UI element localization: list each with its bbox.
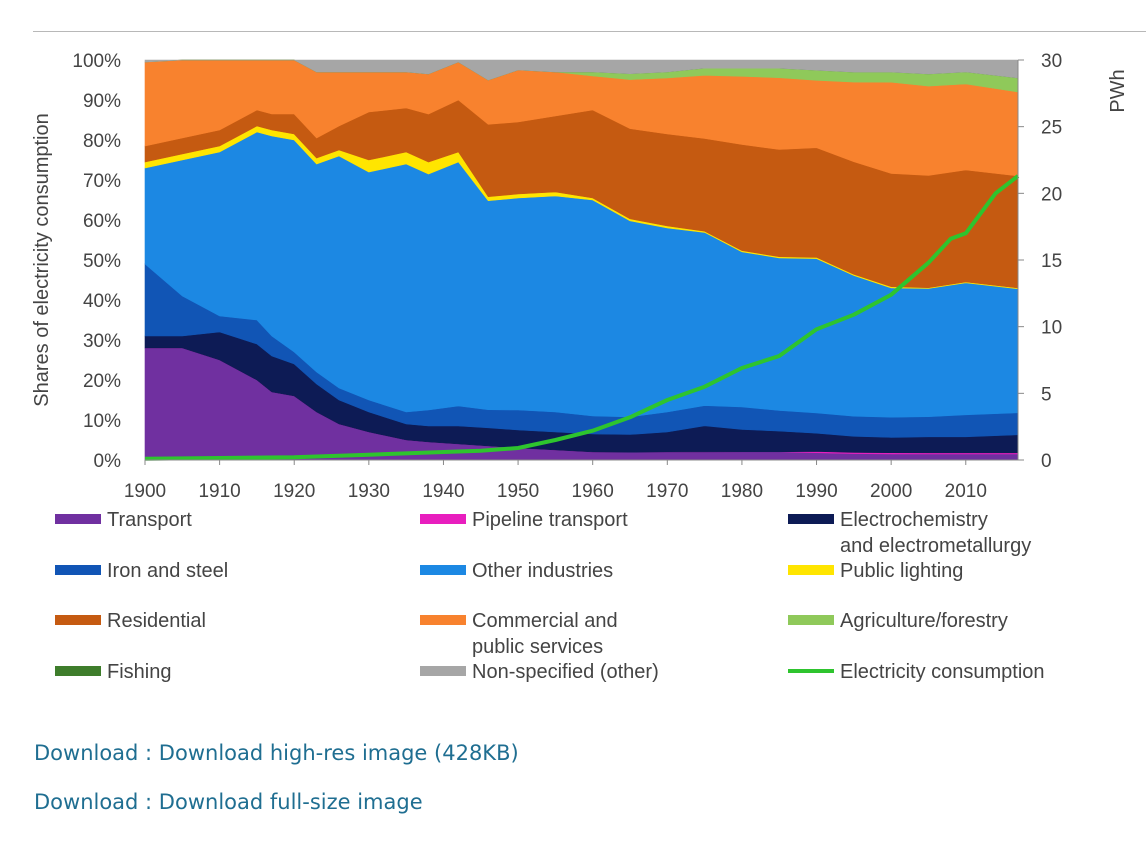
- x-tick-label: 1970: [646, 481, 688, 502]
- y2-tick-label: 0: [1041, 451, 1052, 472]
- x-tick-label: 1980: [721, 481, 763, 502]
- y-tick-label: 100%: [72, 51, 121, 72]
- legend-swatch-transport: [55, 514, 101, 524]
- top-divider: [33, 31, 1146, 32]
- legend-label-agriculture-forestry: Agriculture/forestry: [840, 610, 1008, 632]
- legend-label-commercial-and: Commercial and: [472, 610, 618, 632]
- x-tick-label: 1930: [348, 481, 390, 502]
- x-tick-label: 1940: [422, 481, 464, 502]
- legend-swatch-non-specified-other: [420, 666, 466, 676]
- download-links: Download : Download high-res image (428K…: [34, 738, 519, 836]
- x-tick-label: 1950: [497, 481, 539, 502]
- x-tick-label: 2010: [945, 481, 987, 502]
- y-tick-label: 50%: [83, 251, 121, 272]
- chart-legend: Transport Pipeline transport Electrochemis…: [55, 509, 1045, 683]
- legend-label-electrochemistry: Electrochemistry: [840, 509, 988, 531]
- y-tick-label: 80%: [83, 131, 121, 152]
- legend-label-pipeline-transport: Pipeline transport: [472, 509, 628, 531]
- y-tick-label: 30%: [83, 331, 121, 352]
- legend-label-non-specified-other: Non-specified (other): [472, 661, 659, 683]
- legend-label-electrochemistry-line2: and electrometallurgy: [840, 535, 1031, 557]
- y-axis-label-right: PWh: [1107, 69, 1129, 112]
- y2-tick-label: 5: [1041, 384, 1052, 405]
- legend-label-residential: Residential: [107, 610, 206, 632]
- legend-label-iron-and-steel: Iron and steel: [107, 560, 228, 582]
- stacked-areas: [144, 59, 1019, 461]
- download-hires-link[interactable]: Download : Download high-res image (428K…: [34, 741, 519, 765]
- legend-label-public-lighting: Public lighting: [840, 560, 963, 582]
- legend-swatch-agriculture-forestry: [788, 615, 834, 625]
- x-tick-label: 1990: [795, 481, 837, 502]
- line-electricity-consumption: [144, 174, 1020, 461]
- legend-swatch-other-industries: [420, 565, 466, 575]
- chart-axes: 0% 10% 20% 30% 40% 50% 60% 70% 80% 90% 100% 0 5 10 15 2…: [72, 51, 1062, 502]
- y-tick-label: 60%: [83, 211, 121, 232]
- legend-label-electricity-consumption: Electricity consumption: [840, 661, 1045, 683]
- legend-swatch-commercial-and: [420, 615, 466, 625]
- legend-swatch-electrochemistry: [788, 514, 834, 524]
- y-axis-label-left: Shares of electricity consumption: [31, 113, 53, 406]
- consumption-line: [144, 174, 1020, 461]
- download-fullsize-link[interactable]: Download : Download full-size image: [34, 790, 423, 814]
- x-tick-label: 1910: [198, 481, 240, 502]
- y2-tick-label: 10: [1041, 318, 1062, 339]
- x-tick-label: 1920: [273, 481, 315, 502]
- legend-swatch-public-lighting: [788, 565, 834, 575]
- legend-swatch-residential: [55, 615, 101, 625]
- legend-label-fishing: Fishing: [107, 661, 171, 683]
- y-tick-label: 10%: [83, 411, 121, 432]
- legend-label-other-industries: Other industries: [472, 560, 613, 582]
- y-tick-label: 0%: [94, 451, 122, 472]
- x-tick-label: 1960: [572, 481, 614, 502]
- x-tick-label: 1900: [124, 481, 166, 502]
- y-tick-label: 20%: [83, 371, 121, 392]
- y2-tick-label: 30: [1041, 51, 1062, 72]
- legend-label-commercial-and-line2: public services: [472, 636, 603, 658]
- y2-tick-label: 15: [1041, 251, 1062, 272]
- legend-swatch-fishing: [55, 666, 101, 676]
- y-tick-label: 70%: [83, 171, 121, 192]
- y2-tick-label: 20: [1041, 184, 1062, 205]
- y2-tick-label: 25: [1041, 118, 1062, 139]
- y-tick-label: 40%: [83, 291, 121, 312]
- x-tick-label: 2000: [870, 481, 912, 502]
- legend-label-transport: Transport: [107, 509, 192, 531]
- legend-swatch-pipeline-transport: [420, 514, 466, 524]
- chart-figure: 0% 10% 20% 30% 40% 50% 60% 70% 80% 90% 100% 0 5 10 15 2…: [31, 51, 1129, 683]
- legend-swatch-iron-and-steel: [55, 565, 101, 575]
- y-tick-label: 90%: [83, 91, 121, 112]
